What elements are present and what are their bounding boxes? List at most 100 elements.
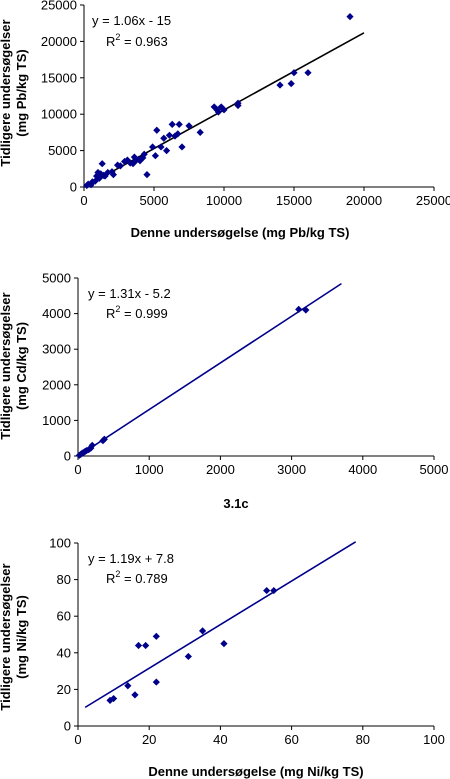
chart-pb-y-tick-label: 20000 bbox=[41, 34, 77, 49]
chart-cd-r2-value: = 0.999 bbox=[120, 306, 167, 321]
chart-ni-data-point bbox=[131, 691, 139, 699]
chart-cd-r2-exponent: 2 bbox=[115, 304, 120, 314]
chart-pb-r2: R2 = 0.963 bbox=[106, 32, 168, 49]
chart-ni-data-point bbox=[184, 652, 192, 661]
chart-pb-r2-letter: R bbox=[106, 34, 115, 49]
chart-ni: y = 1.19x + 7.8 R2 = 0.789 Denne undersø… bbox=[0, 536, 445, 779]
chart-pb-data-point bbox=[149, 143, 157, 151]
chart-pb-x-tick-label: 5000 bbox=[140, 193, 169, 208]
chart-pb-data-point bbox=[140, 150, 148, 158]
chart-cd-data-point bbox=[302, 306, 310, 314]
chart-cd-y-tick-label: 2000 bbox=[42, 377, 71, 392]
chart-ni-data-point bbox=[263, 586, 271, 595]
chart-ni-r2-value: = 0.789 bbox=[120, 571, 167, 586]
chart-pb-data-point bbox=[234, 99, 242, 107]
chart-ni-y-tick-label: 0 bbox=[64, 719, 71, 734]
chart-cd-data-point bbox=[100, 435, 108, 443]
chart-pb-y-tick-label: 10000 bbox=[41, 107, 77, 122]
chart-ni-r2-letter: R bbox=[106, 571, 115, 586]
chart-ni-y-axis-label-line1: Tidligere undersøgelser bbox=[0, 563, 13, 710]
chart-cd-x-tick-label: 1000 bbox=[135, 462, 164, 477]
chart-ni-x-tick-label: 40 bbox=[213, 732, 227, 747]
chart-ni-equation: y = 1.19x + 7.8 bbox=[88, 551, 174, 566]
chart-ni-x-tick-label: 0 bbox=[74, 732, 81, 747]
chart-cd-x-tick-label: 2000 bbox=[206, 462, 235, 477]
chart-ni-data-point bbox=[110, 694, 118, 703]
chart-pb-r2-value: = 0.963 bbox=[120, 34, 167, 49]
chart-ni-data-point bbox=[152, 678, 160, 686]
chart-pb-x-tick-label: 0 bbox=[80, 193, 87, 208]
chart-ni-y-tick-label: 60 bbox=[57, 609, 71, 624]
chart-cd-data-point bbox=[87, 444, 95, 452]
chart-cd-r2-letter: R bbox=[106, 306, 115, 321]
chart-ni-y-tick-label: 100 bbox=[49, 536, 71, 551]
chart-pb-data-point bbox=[163, 147, 171, 155]
chart-pb-data-point bbox=[165, 131, 173, 139]
chart-pb-y-tick-label: 25000 bbox=[41, 0, 77, 13]
chart-cd-data-point bbox=[88, 441, 96, 449]
chart-pb-data-point bbox=[276, 81, 284, 89]
chart-pb-y-axis-label-line2: (mg Pb/kg TS) bbox=[14, 49, 29, 136]
chart-pb-x-tick-label: 25000 bbox=[416, 193, 450, 208]
chart-pb-data-point bbox=[109, 171, 117, 179]
chart-pb-data-point bbox=[287, 80, 295, 88]
chart-cd-x-tick-label: 3000 bbox=[277, 462, 306, 477]
chart-ni-data-point bbox=[199, 627, 207, 635]
chart-cd-y-tick-label: 4000 bbox=[42, 306, 71, 321]
chart-ni-y-axis-label-line2: (mg Ni/kg TS) bbox=[14, 595, 29, 679]
chart-ni-data-point bbox=[142, 641, 150, 650]
chart-pb: y = 1.06x - 15 R2 = 0.963 Denne undersøg… bbox=[0, 0, 450, 240]
chart-ni-y-tick-label: 80 bbox=[57, 572, 71, 587]
chart-cd-y-tick-label: 3000 bbox=[42, 342, 71, 357]
chart-pb-r2-exponent: 2 bbox=[115, 32, 120, 42]
chart-cd: y = 1.31x - 5.2 R2 = 0.999 Tidligere und… bbox=[0, 271, 448, 478]
chart-pb-equation: y = 1.06x - 15 bbox=[92, 13, 171, 28]
chart-pb-y-axis-label-line1: Tidligere undersøgelser bbox=[0, 19, 13, 166]
chart-ni-x-tick-label: 20 bbox=[142, 732, 156, 747]
chart-ni-y-tick-label: 20 bbox=[57, 682, 71, 697]
chart-pb-data-point bbox=[174, 130, 182, 138]
chart-pb-data-point bbox=[304, 69, 312, 77]
chart-ni-x-tick-label: 80 bbox=[356, 732, 370, 747]
chart-pb-data-point bbox=[153, 126, 161, 134]
chart-ni-y-tick-label: 40 bbox=[57, 645, 71, 660]
chart-ni-r2: R2 = 0.789 bbox=[106, 569, 168, 586]
chart-pb-data-point bbox=[143, 171, 151, 179]
chart-ni-r2-exponent: 2 bbox=[115, 569, 120, 579]
chart-pb-y-tick-label: 5000 bbox=[48, 143, 77, 158]
chart-cd-y-tick-label: 1000 bbox=[42, 413, 71, 428]
chart-pb-data-point bbox=[101, 172, 109, 180]
chart-pb-data-point bbox=[185, 122, 193, 130]
chart-ni-x-axis-label: Denne undersøgelse (mg Ni/kg TS) bbox=[148, 764, 363, 779]
chart-pb-data-point bbox=[220, 106, 228, 114]
chart-ni-x-tick-label: 100 bbox=[423, 732, 445, 747]
chart-pb-data-point bbox=[290, 69, 298, 77]
figure-label: 3.1c bbox=[223, 496, 248, 511]
chart-pb-data-point bbox=[196, 128, 204, 136]
chart-ni-data-point bbox=[134, 641, 143, 650]
chart-ni-data-point bbox=[220, 640, 228, 648]
chart-cd-x-tick-label: 0 bbox=[74, 462, 81, 477]
chart-pb-data-point bbox=[157, 143, 165, 151]
chart-pb-x-axis-label: Denne undersøgelse (mg Pb/kg TS) bbox=[131, 225, 350, 240]
chart-ni-data-point bbox=[124, 682, 132, 690]
chart-cd-y-axis-label-line1: Tidligere undersøgelser bbox=[0, 292, 13, 439]
chart-pb-data-point bbox=[160, 134, 168, 142]
chart-pb-data-point bbox=[175, 120, 183, 128]
chart-cd-x-tick-label: 5000 bbox=[420, 462, 449, 477]
chart-pb-data-point bbox=[217, 103, 225, 111]
chart-pb-x-tick-label: 10000 bbox=[206, 193, 242, 208]
chart-cd-y-tick-label: 5000 bbox=[42, 271, 71, 286]
chart-pb-data-point bbox=[98, 160, 106, 168]
chart-pb-data-point bbox=[168, 120, 176, 128]
chart-cd-trendline bbox=[77, 282, 342, 457]
chart-pb-x-tick-label: 15000 bbox=[276, 193, 312, 208]
chart-ni-data-point bbox=[270, 586, 278, 595]
chart-cd-y-tick-label: 0 bbox=[64, 449, 71, 464]
chart-pb-data-point bbox=[346, 13, 354, 21]
chart-pb-x-tick-label: 20000 bbox=[346, 193, 382, 208]
chart-ni-trendline bbox=[84, 541, 357, 709]
chart-pb-data-point bbox=[214, 108, 222, 116]
chart-cd-r2: R2 = 0.999 bbox=[106, 304, 168, 321]
